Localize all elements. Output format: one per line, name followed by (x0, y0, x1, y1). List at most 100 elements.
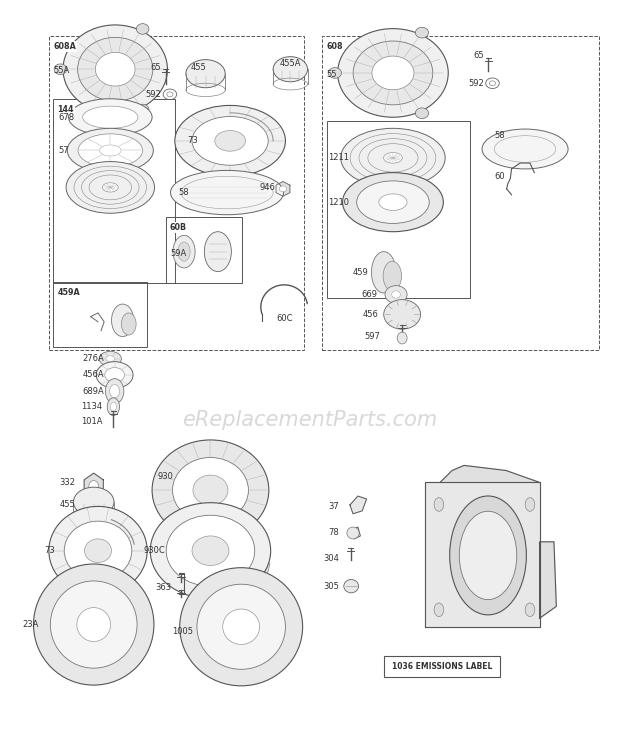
Text: 1210: 1210 (329, 198, 350, 207)
Text: 930: 930 (157, 472, 174, 481)
Ellipse shape (175, 106, 285, 176)
Polygon shape (127, 645, 145, 662)
Ellipse shape (384, 300, 420, 329)
Ellipse shape (33, 564, 154, 685)
Polygon shape (72, 567, 86, 583)
Text: 23A: 23A (22, 620, 38, 629)
Ellipse shape (384, 153, 402, 163)
Polygon shape (185, 641, 203, 657)
Ellipse shape (356, 181, 429, 223)
Ellipse shape (192, 536, 229, 565)
Text: 1036 EMISSIONS LABEL: 1036 EMISSIONS LABEL (392, 662, 492, 671)
Text: 276A: 276A (82, 354, 104, 363)
Text: 332: 332 (60, 478, 75, 487)
Polygon shape (211, 664, 228, 682)
Ellipse shape (99, 351, 122, 366)
Text: 60C: 60C (276, 314, 293, 324)
Ellipse shape (180, 568, 303, 686)
Ellipse shape (489, 81, 495, 86)
Ellipse shape (385, 286, 407, 304)
Ellipse shape (347, 527, 359, 539)
Ellipse shape (63, 25, 167, 114)
Ellipse shape (434, 498, 444, 511)
Polygon shape (283, 632, 300, 647)
Ellipse shape (102, 183, 118, 192)
Ellipse shape (150, 503, 271, 599)
Polygon shape (121, 578, 138, 596)
Polygon shape (426, 206, 441, 214)
Ellipse shape (110, 385, 120, 398)
Polygon shape (370, 174, 385, 183)
Ellipse shape (193, 475, 228, 505)
Ellipse shape (215, 130, 246, 151)
Polygon shape (363, 219, 378, 228)
Ellipse shape (82, 106, 138, 128)
Polygon shape (35, 624, 51, 637)
Ellipse shape (105, 379, 124, 404)
Ellipse shape (434, 603, 444, 617)
Polygon shape (353, 180, 370, 190)
Polygon shape (55, 574, 72, 591)
Polygon shape (84, 473, 104, 500)
Polygon shape (182, 626, 197, 638)
Text: 455: 455 (60, 501, 75, 510)
Ellipse shape (525, 498, 535, 511)
Text: 59A: 59A (170, 249, 186, 258)
Text: 930C: 930C (144, 546, 166, 555)
Ellipse shape (49, 507, 147, 595)
Polygon shape (285, 615, 301, 626)
Polygon shape (116, 658, 133, 676)
Ellipse shape (166, 516, 255, 586)
Text: 459: 459 (353, 268, 368, 277)
Ellipse shape (197, 584, 285, 670)
Polygon shape (135, 631, 151, 644)
Ellipse shape (172, 458, 249, 523)
Polygon shape (36, 604, 53, 618)
Text: 57: 57 (58, 146, 69, 155)
Ellipse shape (383, 261, 402, 291)
Polygon shape (416, 215, 433, 225)
Polygon shape (345, 190, 360, 199)
Ellipse shape (122, 313, 136, 335)
Ellipse shape (482, 129, 568, 169)
Ellipse shape (186, 60, 225, 88)
Text: 144: 144 (58, 105, 74, 114)
Ellipse shape (338, 28, 448, 118)
Ellipse shape (192, 117, 268, 165)
Polygon shape (219, 571, 233, 587)
Text: 946: 946 (259, 183, 275, 192)
Text: 55A: 55A (54, 66, 70, 75)
Ellipse shape (167, 92, 173, 97)
Ellipse shape (78, 37, 153, 101)
Text: 65: 65 (473, 51, 484, 60)
Ellipse shape (343, 173, 443, 231)
Text: 60: 60 (494, 172, 505, 181)
Ellipse shape (78, 134, 143, 167)
Polygon shape (39, 640, 56, 655)
Polygon shape (84, 668, 95, 683)
Polygon shape (195, 655, 213, 672)
Ellipse shape (69, 99, 152, 135)
Polygon shape (350, 496, 366, 514)
Ellipse shape (95, 52, 135, 86)
Text: 363: 363 (156, 583, 172, 592)
Ellipse shape (415, 28, 428, 38)
Ellipse shape (170, 170, 283, 215)
Ellipse shape (68, 128, 153, 173)
Text: 678: 678 (58, 113, 74, 122)
Polygon shape (344, 202, 358, 210)
Polygon shape (231, 670, 243, 684)
Polygon shape (239, 569, 252, 584)
Text: 1134: 1134 (81, 403, 102, 411)
FancyBboxPatch shape (79, 664, 110, 680)
Text: 305: 305 (324, 582, 340, 591)
Ellipse shape (77, 608, 110, 641)
Text: 73: 73 (44, 546, 55, 555)
Text: 459A: 459A (58, 288, 80, 297)
Polygon shape (202, 577, 219, 594)
Text: 304: 304 (324, 554, 340, 562)
Polygon shape (269, 582, 287, 599)
Ellipse shape (371, 251, 396, 293)
Text: 456A: 456A (82, 371, 104, 379)
Polygon shape (349, 211, 365, 221)
